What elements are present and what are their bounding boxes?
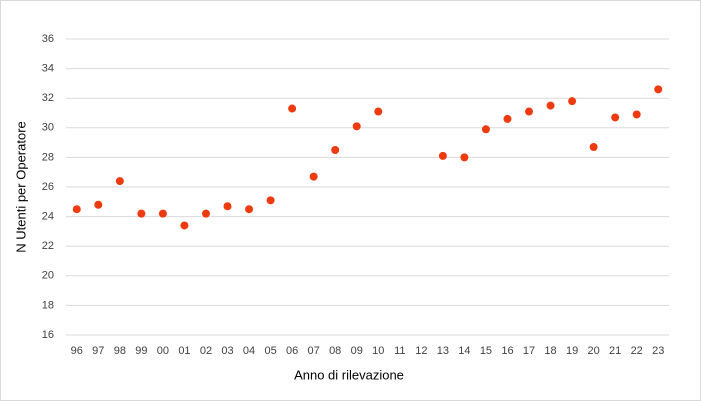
x-tick-label: 19 — [566, 345, 578, 357]
point — [589, 143, 598, 152]
y-tick-label: 30 — [42, 122, 54, 134]
point — [201, 209, 210, 218]
x-tick-label: 08 — [329, 345, 341, 357]
point — [374, 107, 383, 116]
point — [546, 101, 555, 110]
point — [72, 205, 81, 214]
y-tick-label: 16 — [42, 329, 54, 341]
x-tick-label: 98 — [114, 345, 126, 357]
point — [331, 146, 340, 154]
x-tick-label: 07 — [308, 345, 320, 357]
point — [481, 125, 490, 134]
point — [503, 114, 512, 123]
x-tick-label: 18 — [544, 345, 556, 357]
x-tick-label: 96 — [71, 345, 83, 357]
y-tick-label: 32 — [42, 92, 54, 104]
x-tick-label: 16 — [501, 345, 513, 357]
x-tick-label: 01 — [178, 345, 190, 357]
x-tick-label: 15 — [480, 345, 492, 357]
x-tick-label: 17 — [523, 345, 535, 357]
point — [460, 153, 469, 162]
x-axis-title: Anno di rilevazione — [294, 367, 404, 382]
point — [654, 85, 663, 94]
y-tick-label: 22 — [42, 240, 54, 252]
x-tick-label: 05 — [264, 345, 276, 357]
point — [115, 177, 124, 186]
point — [223, 202, 232, 211]
x-tick-label: 99 — [135, 345, 147, 357]
x-tick-label: 14 — [458, 345, 470, 357]
point — [288, 104, 297, 113]
x-tick-label: 00 — [157, 345, 169, 357]
x-tick-label: 20 — [588, 345, 600, 357]
x-tick-label: 97 — [92, 345, 104, 357]
point — [568, 97, 577, 106]
x-tick-label: 09 — [351, 345, 363, 357]
x-tick-label: 03 — [221, 345, 233, 357]
point — [94, 200, 103, 209]
x-tick-label: 12 — [415, 345, 427, 357]
y-tick-label: 18 — [42, 299, 54, 311]
x-tick-label: 10 — [372, 345, 384, 357]
point — [352, 122, 361, 131]
x-tick-label: 22 — [631, 345, 643, 357]
x-tick-label: 06 — [286, 345, 298, 357]
x-tick-label: 23 — [652, 345, 664, 357]
x-tick-label: 02 — [200, 345, 212, 357]
x-tick-label: 21 — [609, 345, 621, 357]
y-tick-label: 24 — [42, 211, 54, 223]
y-tick-label: 36 — [42, 33, 54, 45]
x-tick-label: 04 — [243, 345, 255, 357]
point — [137, 209, 146, 218]
x-tick-label: 11 — [394, 345, 405, 357]
y-tick-label: 26 — [42, 181, 54, 193]
point — [245, 205, 254, 214]
point — [309, 172, 318, 181]
point — [438, 151, 447, 160]
y-axis-title: N Utenti per Operatore — [13, 121, 28, 253]
point — [525, 107, 534, 116]
x-tick-label: 13 — [437, 345, 449, 357]
point — [180, 221, 189, 230]
point — [632, 110, 641, 119]
y-tick-label: 34 — [42, 63, 54, 75]
point — [611, 113, 620, 122]
y-tick-label: 20 — [42, 270, 54, 282]
y-tick-label: 28 — [42, 151, 54, 163]
point — [266, 196, 275, 205]
point — [158, 209, 167, 218]
